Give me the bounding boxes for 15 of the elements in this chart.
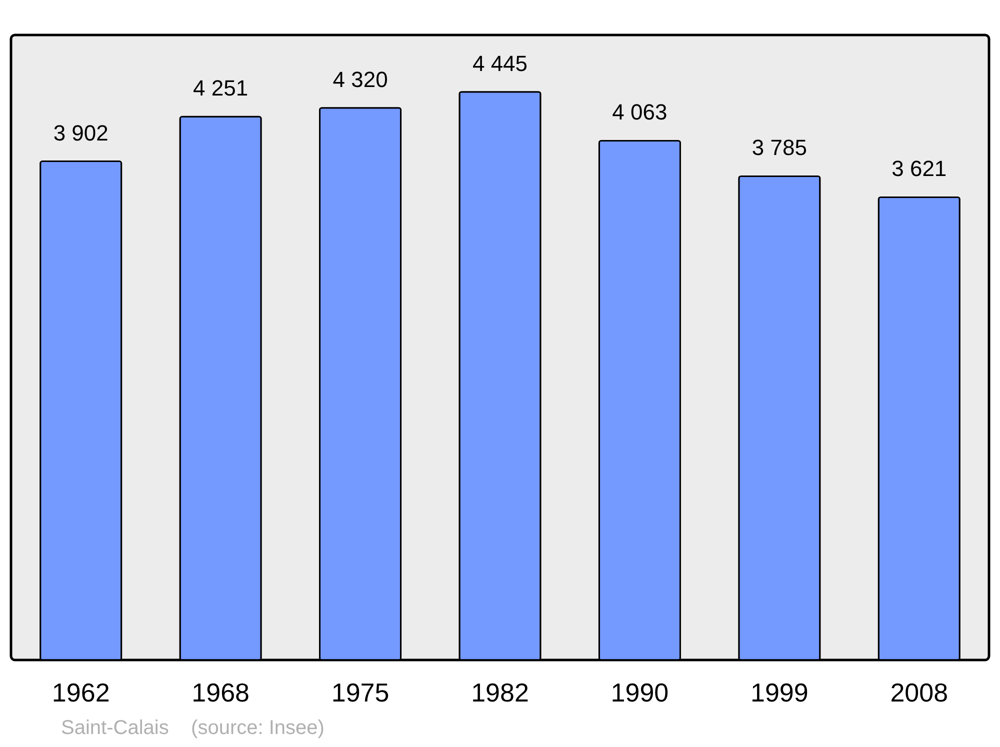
data-label: 4 445 — [472, 50, 528, 76]
data-label: 3 621 — [892, 156, 947, 182]
x-tick-label: 1968 — [192, 678, 250, 708]
data-label: 3 785 — [752, 135, 807, 160]
x-tick-label: 1999 — [750, 678, 808, 708]
x-tick-label: 1990 — [610, 678, 669, 708]
text: Saint-Calais (source: Insee) — [61, 717, 324, 740]
data-label: 4 251 — [193, 76, 248, 101]
data-label: 4 320 — [332, 66, 388, 92]
data-label: 4 063 — [612, 100, 668, 125]
x-tick-label: 1962 — [52, 678, 110, 708]
x-tick-label: 2008 — [890, 678, 948, 708]
x-tick-label: 1982 — [471, 678, 529, 708]
data-label: 3 902 — [53, 120, 108, 146]
x-tick-label: 1975 — [331, 678, 390, 708]
